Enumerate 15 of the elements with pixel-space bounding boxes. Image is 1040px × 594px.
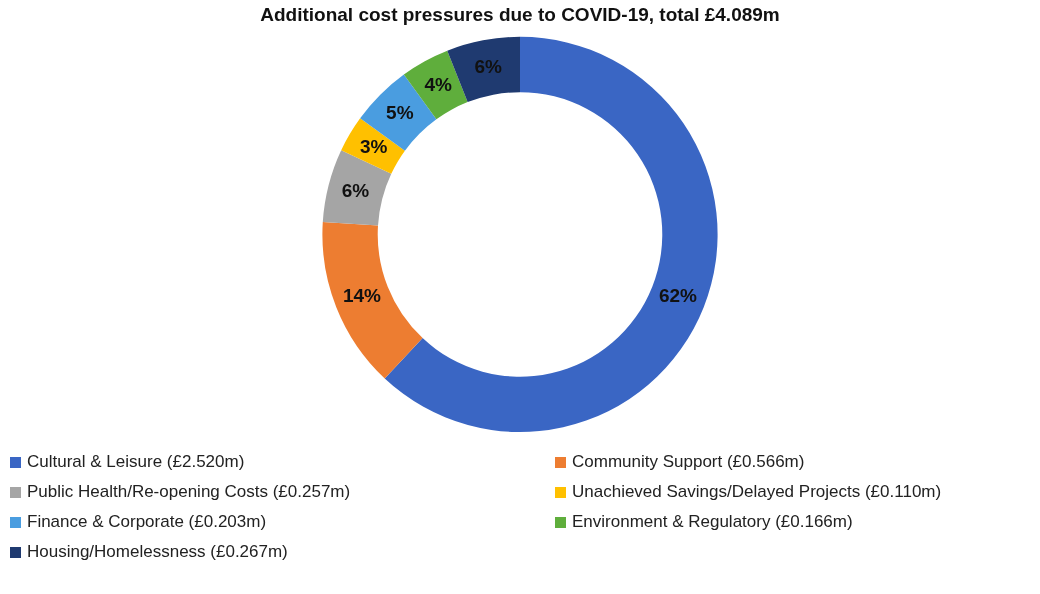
- data-label: 62%: [658, 285, 698, 307]
- data-label: 14%: [342, 285, 382, 307]
- legend-label: Cultural & Leisure (£2.520m): [27, 452, 245, 472]
- data-label: 4%: [424, 73, 452, 95]
- data-label: 5%: [386, 102, 414, 124]
- data-label: 6%: [341, 180, 370, 202]
- legend-label: Environment & Regulatory (£0.166m): [572, 512, 853, 532]
- legend-label: Unachieved Savings/Delayed Projects (£0.110m): [572, 482, 942, 502]
- data-label: 6%: [474, 55, 502, 77]
- legend-label: Community Support (£0.566m): [572, 452, 805, 472]
- legend-label: Public Health/Re-opening Costs (£0.257m): [27, 482, 351, 502]
- data-label: 3%: [359, 136, 388, 158]
- chart-title: Additional cost pressures due to COVID-19, total £4.089m: [260, 3, 780, 25]
- legend-label: Housing/Homelessness (£0.267m): [27, 542, 288, 562]
- legend-label: Finance & Corporate (£0.203m): [27, 512, 267, 532]
